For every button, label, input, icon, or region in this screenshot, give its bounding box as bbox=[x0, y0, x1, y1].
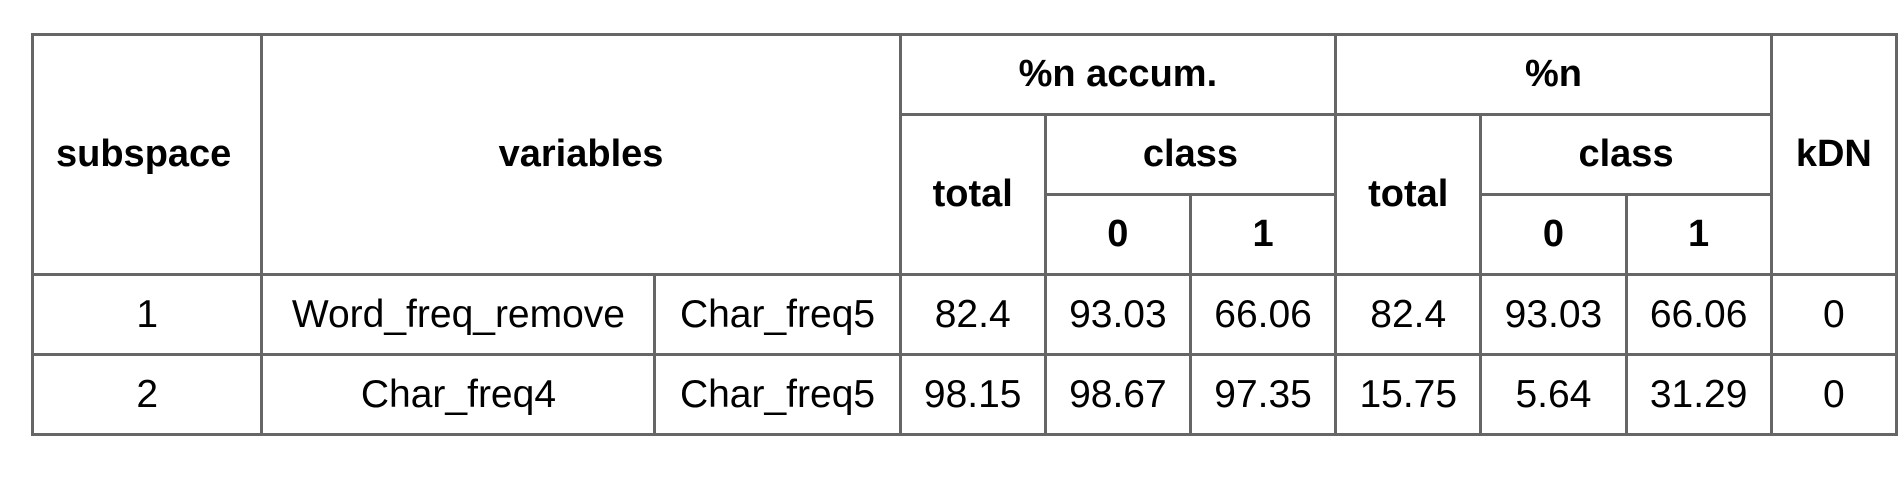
results-table-container: subspace variables %n accum. %n kDN tota… bbox=[30, 33, 1898, 436]
header-accum-class-1: 1 bbox=[1188, 193, 1338, 276]
cell-n-total: 82.4 bbox=[1334, 273, 1483, 356]
header-variables: variables bbox=[260, 33, 902, 276]
cell-n-class-1: 66.06 bbox=[1624, 273, 1773, 356]
header-accum-total: total bbox=[898, 113, 1047, 276]
header-subspace: subspace bbox=[30, 33, 264, 276]
table-row: 2 Char_freq4 Char_freq5 98.15 98.67 97.3… bbox=[30, 353, 1898, 436]
header-n: %n bbox=[1334, 33, 1773, 116]
header-row-3: 0 1 0 1 bbox=[33, 193, 1897, 276]
header-n-class-1: 1 bbox=[1624, 193, 1773, 276]
results-table: subspace variables %n accum. %n kDN tota… bbox=[30, 33, 1898, 436]
cell-accum-class-0: 98.67 bbox=[1043, 353, 1192, 436]
cell-variable-1: Char_freq4 bbox=[260, 353, 657, 436]
cell-kdn: 0 bbox=[1769, 273, 1898, 356]
cell-variable-2: Char_freq5 bbox=[653, 353, 902, 436]
cell-subspace: 2 bbox=[30, 353, 264, 436]
header-n-total: total bbox=[1334, 113, 1483, 276]
cell-kdn: 0 bbox=[1769, 353, 1898, 436]
cell-variable-2: Char_freq5 bbox=[653, 273, 902, 356]
header-n-class: class bbox=[1479, 113, 1773, 196]
table-body: 1 Word_freq_remove Char_freq5 82.4 93.03… bbox=[30, 273, 1898, 436]
table-header: subspace variables %n accum. %n kDN tota… bbox=[30, 33, 1898, 276]
header-kdn: kDN bbox=[1769, 33, 1898, 276]
table-row: 1 Word_freq_remove Char_freq5 82.4 93.03… bbox=[30, 273, 1898, 356]
cell-n-class-0: 93.03 bbox=[1479, 273, 1628, 356]
header-n-accum: %n accum. bbox=[898, 33, 1338, 116]
cell-n-total: 15.75 bbox=[1334, 353, 1483, 436]
cell-n-class-1: 31.29 bbox=[1624, 353, 1773, 436]
cell-variable-1: Word_freq_remove bbox=[260, 273, 657, 356]
cell-n-class-0: 5.64 bbox=[1479, 353, 1628, 436]
cell-accum-class-1: 66.06 bbox=[1188, 273, 1338, 356]
cell-accum-class-0: 93.03 bbox=[1043, 273, 1192, 356]
header-n-class-0: 0 bbox=[1479, 193, 1628, 276]
header-row-2: total class total class bbox=[33, 113, 1897, 276]
header-row-1: subspace variables %n accum. %n kDN bbox=[30, 33, 1898, 276]
cell-accum-total: 82.4 bbox=[898, 273, 1047, 356]
header-accum-class: class bbox=[1043, 113, 1338, 196]
cell-accum-total: 98.15 bbox=[898, 353, 1047, 436]
cell-accum-class-1: 97.35 bbox=[1188, 353, 1338, 436]
header-accum-class-0: 0 bbox=[1043, 193, 1192, 276]
cell-subspace: 1 bbox=[30, 273, 264, 356]
